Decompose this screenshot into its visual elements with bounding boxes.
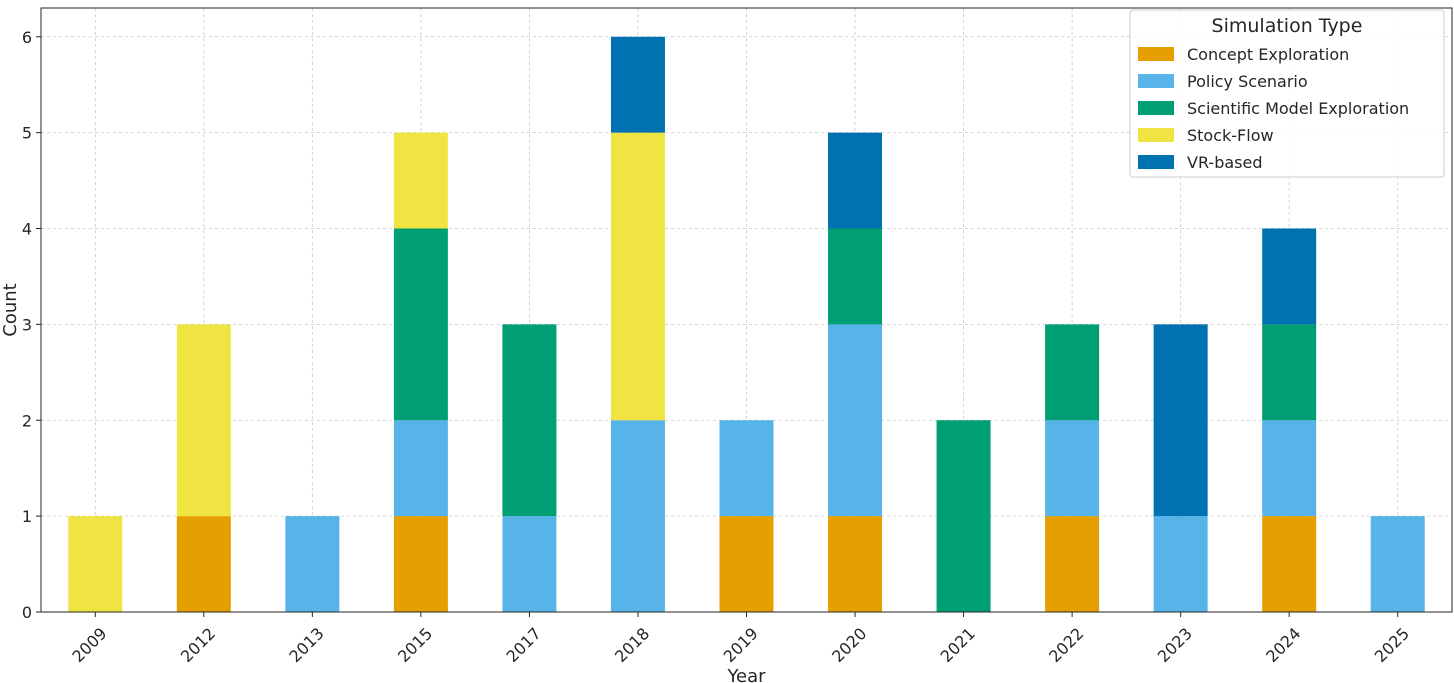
legend-swatch: [1138, 155, 1174, 169]
legend-entry: Scientific Model Exploration: [1187, 99, 1409, 118]
x-tick-label: 2015: [394, 624, 436, 666]
legend-entry: Policy Scenario: [1187, 72, 1308, 91]
bar-segment: [936, 420, 991, 612]
x-tick-label: 2018: [611, 624, 653, 666]
x-tick-label: 2012: [177, 624, 219, 666]
x-tick-label: 2022: [1045, 624, 1087, 666]
x-tick-label: 2020: [828, 624, 870, 666]
legend-swatch: [1138, 74, 1174, 88]
legend-swatch: [1138, 47, 1174, 61]
bar-segment: [1262, 420, 1317, 517]
legend-box: [1129, 9, 1445, 178]
bar-segment: [68, 516, 123, 612]
bar-segment: [1153, 324, 1208, 517]
bar-segment: [610, 36, 665, 133]
bar-segment: [828, 228, 883, 325]
bar-segment: [1153, 516, 1208, 612]
legend-entry: VR-based: [1187, 153, 1262, 172]
bar-segment: [610, 420, 665, 612]
x-tick-label: 2017: [503, 624, 545, 666]
bar-segment: [828, 132, 883, 229]
x-axis-label: Year: [726, 666, 766, 683]
x-tick-label: 2024: [1262, 624, 1304, 666]
x-tick-label: 2013: [285, 624, 327, 666]
bar-segment: [1262, 228, 1317, 325]
bar-segment: [828, 324, 883, 517]
y-tick-label: 2: [22, 411, 32, 430]
legend-entry: Concept Exploration: [1187, 45, 1349, 64]
bar-segment: [285, 516, 340, 612]
bar-segment: [1045, 420, 1100, 517]
bar-segment: [393, 420, 448, 517]
legend-items: Concept Exploration Policy Scenario Scient…: [1138, 45, 1409, 172]
bar-segment: [610, 132, 665, 421]
y-tick-label: 1: [22, 507, 32, 526]
bar-segment: [719, 420, 774, 517]
y-tick-label: 6: [22, 28, 32, 47]
bar-segment: [1045, 324, 1100, 421]
bar-segment: [1045, 516, 1100, 612]
legend-entry: Stock-Flow: [1187, 126, 1274, 145]
bar-segment: [393, 228, 448, 421]
x-tick-label: 2021: [937, 624, 979, 666]
bar-segment: [393, 132, 448, 229]
y-axis-label: Count: [0, 283, 21, 336]
x-ticks: 2009 2012 2013 2015 2017 2018 2019 2020 2021 2022…: [68, 612, 1413, 666]
x-tick-label: 2023: [1154, 624, 1196, 666]
bar-segment: [176, 324, 231, 517]
bar-segment: [1262, 324, 1317, 421]
bar-segment: [176, 516, 231, 612]
bar-segment: [502, 516, 557, 612]
x-tick-label: 2019: [720, 624, 762, 666]
y-tick-label: 3: [22, 315, 32, 334]
x-tick-label: 2009: [68, 624, 110, 666]
bar-segment: [502, 324, 557, 517]
bars: [68, 36, 1425, 612]
legend-swatch: [1138, 128, 1174, 142]
bar-segment: [393, 516, 448, 612]
bar-segment: [828, 516, 883, 612]
bar-segment: [719, 516, 774, 612]
y-tick-label: 0: [22, 603, 32, 622]
y-tick-label: 5: [22, 124, 32, 143]
y-ticks: 0 1 2 3 4 5 6: [22, 28, 41, 622]
bar-segment: [1370, 516, 1425, 612]
legend-swatch: [1138, 101, 1174, 115]
legend: Simulation Type Concept Exploration Polic…: [1129, 9, 1445, 178]
y-tick-label: 4: [22, 220, 32, 239]
x-tick-label: 2025: [1371, 624, 1413, 666]
legend-title: Simulation Type: [1212, 15, 1363, 37]
bar-segment: [1262, 516, 1317, 612]
